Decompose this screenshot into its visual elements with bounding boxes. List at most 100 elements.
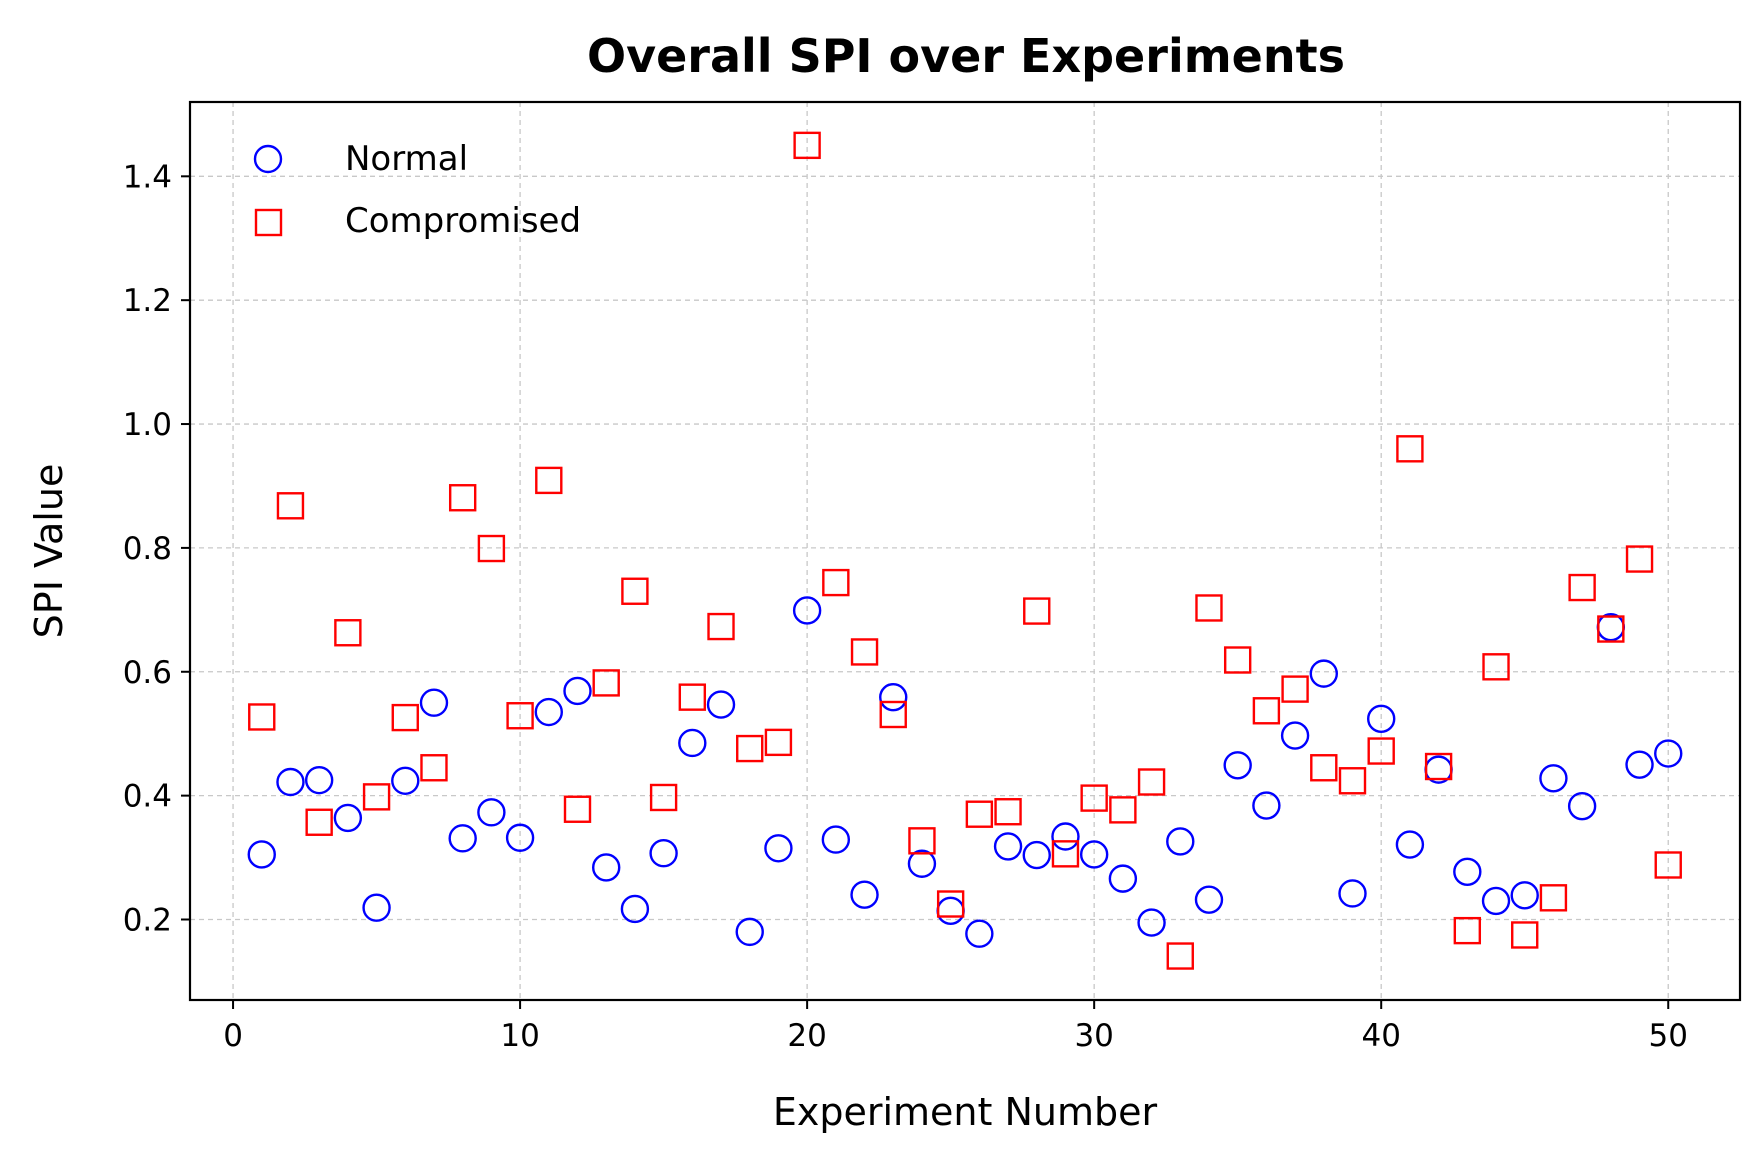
point-normal — [1194, 885, 1224, 914]
point-compromised — [764, 728, 793, 757]
point-normal — [1051, 822, 1080, 851]
point-normal — [1625, 750, 1654, 779]
point-normal — [1309, 659, 1338, 688]
point-normal — [333, 803, 363, 833]
point-normal — [448, 824, 477, 853]
point-compromised — [908, 827, 936, 855]
point-normal — [1280, 721, 1310, 750]
point-normal — [1166, 827, 1195, 856]
point-normal — [505, 823, 535, 852]
point-compromised — [1310, 754, 1338, 782]
point-compromised — [879, 700, 907, 729]
point-compromised — [793, 131, 821, 160]
point-compromised — [448, 484, 477, 512]
point-normal — [850, 880, 879, 909]
point-normal — [1079, 840, 1109, 869]
point-compromised — [248, 703, 276, 731]
point-compromised — [1367, 737, 1395, 765]
point-compromised — [1539, 884, 1568, 912]
legend-marker-compromised — [254, 208, 283, 237]
point-normal — [419, 688, 449, 717]
x-tick-label: 20 — [787, 1018, 826, 1054]
axis-ticks: 0 10 20 30 40 50 0.2 0.4 0.6 0.8 1.0 1.2 1.4 — [123, 159, 1688, 1054]
legend-marker-normal — [253, 144, 283, 174]
point-normal — [1137, 908, 1166, 937]
point-normal — [1654, 739, 1683, 768]
x-tick-label: 0 — [223, 1018, 243, 1054]
x-tick-label: 30 — [1074, 1018, 1113, 1054]
point-compromised — [535, 466, 563, 495]
point-compromised — [477, 534, 506, 563]
point-normal — [1252, 791, 1281, 820]
chart-title: Overall SPI over Experiments — [587, 29, 1345, 83]
y-tick-label: 0.2 — [123, 902, 172, 938]
y-tick-label: 0.6 — [123, 655, 172, 691]
point-normal — [965, 919, 994, 948]
point-compromised — [506, 702, 534, 730]
point-compromised — [994, 798, 1022, 826]
point-compromised — [1568, 573, 1596, 602]
plot-frame — [188, 100, 1742, 1002]
point-compromised — [1137, 768, 1166, 796]
point-compromised — [1597, 615, 1625, 643]
point-normal — [534, 697, 563, 727]
point-normal — [678, 728, 707, 758]
x-tick-label: 40 — [1361, 1018, 1400, 1054]
point-normal — [735, 917, 764, 947]
point-compromised — [1223, 646, 1252, 674]
point-compromised — [1625, 545, 1654, 573]
y-tick-label: 1.2 — [123, 283, 172, 319]
point-compromised — [1654, 851, 1682, 879]
point-compromised — [822, 568, 850, 597]
point-normal — [993, 832, 1023, 861]
point-compromised — [965, 800, 994, 828]
point-normal — [592, 853, 621, 882]
point-compromised — [1195, 594, 1223, 622]
grid-lines — [190, 102, 1740, 1000]
x-tick-label: 10 — [500, 1018, 539, 1054]
point-compromised — [391, 703, 419, 732]
y-tick-label: 1.4 — [123, 159, 172, 195]
point-normal — [879, 682, 908, 712]
point-compromised — [1511, 921, 1539, 949]
point-compromised — [334, 619, 362, 647]
point-compromised — [1424, 752, 1453, 781]
point-compromised — [736, 734, 764, 763]
point-normal — [304, 765, 334, 795]
point-compromised — [1166, 942, 1194, 970]
point-compromised — [1453, 916, 1482, 945]
point-compromised — [420, 754, 448, 782]
point-normal — [649, 839, 678, 868]
x-axis-label: Experiment Number — [773, 1090, 1158, 1134]
legend-label-normal: Normal — [345, 139, 468, 179]
point-normal — [764, 834, 793, 863]
point-compromised — [563, 795, 592, 823]
point-compromised — [1396, 435, 1424, 463]
point-normal — [362, 893, 391, 922]
point-normal — [391, 766, 420, 795]
point-compromised — [362, 783, 391, 811]
point-compromised — [707, 612, 735, 641]
point-normal — [620, 894, 650, 924]
point-compromised — [1051, 840, 1080, 868]
point-normal — [1223, 751, 1252, 780]
point-compromised — [592, 669, 620, 697]
point-compromised — [1338, 767, 1367, 795]
point-normal — [907, 849, 937, 878]
y-tick-label: 0.8 — [123, 531, 172, 567]
point-compromised — [936, 890, 965, 918]
point-normal — [1367, 704, 1396, 734]
point-normal — [247, 840, 276, 869]
point-compromised — [1252, 697, 1281, 725]
legend: Normal Compromised — [253, 139, 581, 241]
point-normal — [477, 798, 506, 827]
point-normal — [1108, 864, 1138, 893]
point-normal — [1453, 857, 1482, 887]
point-normal — [706, 690, 736, 719]
point-compromised — [1482, 653, 1510, 681]
point-compromised — [305, 808, 333, 836]
point-normal — [1510, 881, 1539, 910]
point-compromised — [1023, 597, 1051, 625]
